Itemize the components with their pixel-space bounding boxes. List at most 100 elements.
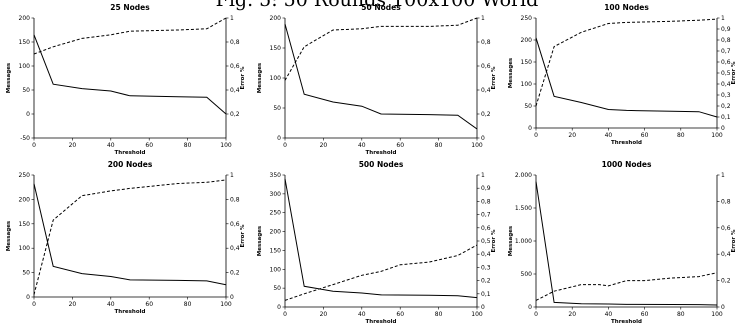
- x-tick-label: 60: [396, 311, 404, 318]
- y2-tick-label: 0,2: [481, 111, 491, 118]
- x-tick-label: 40: [605, 132, 613, 139]
- error-series-line: [33, 179, 227, 295]
- y-tick-label: 150: [19, 39, 31, 46]
- y-tick-label: -50: [20, 135, 30, 142]
- x-tick-label: 40: [358, 311, 366, 318]
- x-tick-label: 0: [283, 311, 287, 318]
- y2-tick-label: 1: [721, 15, 725, 22]
- y2-tick-label: 0,9: [721, 26, 731, 33]
- axis-frame: [33, 18, 227, 139]
- x-tick-label: 60: [396, 142, 404, 149]
- y2-tick-label: 0,3: [481, 264, 491, 271]
- messages-series-line: [33, 183, 227, 286]
- error-series-line: [535, 18, 718, 107]
- x-tick-label: 100: [711, 311, 723, 318]
- y2-axis-label: Error %: [240, 224, 246, 248]
- y-tick-label: 2.000: [515, 172, 532, 179]
- y2-tick-label: 0: [230, 294, 234, 301]
- y-axis-label: Messages: [508, 57, 514, 88]
- x-tick-label: 20: [320, 311, 328, 318]
- y-tick-label: 200: [19, 196, 31, 203]
- x-tick-label: 100: [220, 142, 232, 149]
- y2-tick-label: 0,6: [481, 225, 491, 232]
- messages-series-line: [535, 181, 718, 306]
- y2-tick-label: 0,8: [481, 198, 491, 205]
- x-axis-label: Threshold: [366, 150, 397, 156]
- y-tick-label: 50: [22, 270, 30, 277]
- y2-tick-label: 1: [721, 172, 725, 179]
- x-tick-label: 100: [711, 132, 723, 139]
- y-tick-label: 150: [270, 247, 282, 254]
- x-tick-label: 40: [605, 311, 613, 318]
- y-tick-label: 0: [277, 135, 281, 142]
- y-tick-label: 1.500: [515, 205, 532, 212]
- y-tick-label: 0: [528, 304, 532, 311]
- y2-tick-label: 0,4: [721, 81, 731, 88]
- y-tick-label: 50: [273, 105, 281, 112]
- y2-tick-label: 0,1: [481, 291, 491, 298]
- y2-tick-label: 0: [481, 135, 485, 142]
- y2-tick-label: 0,2: [230, 270, 240, 277]
- x-tick-label: 40: [107, 301, 115, 308]
- y-tick-label: 200: [521, 37, 533, 44]
- y-axis-label: Messages: [6, 62, 12, 93]
- axis-frame: [284, 175, 478, 308]
- y2-tick-label: 1: [230, 172, 234, 179]
- y2-tick-label: 0,7: [721, 48, 731, 55]
- x-axis-label: Threshold: [366, 319, 397, 325]
- x-axis-label: Threshold: [115, 309, 146, 315]
- y-axis-label: Messages: [257, 225, 263, 256]
- y-tick-label: 100: [270, 75, 282, 82]
- x-axis-label: Threshold: [611, 319, 642, 325]
- y2-tick-label: 1: [481, 15, 485, 22]
- x-tick-label: 100: [471, 311, 483, 318]
- x-tick-label: 0: [32, 142, 36, 149]
- y2-axis-label: Error %: [240, 66, 246, 90]
- y2-tick-label: 0,8: [481, 39, 491, 46]
- y2-tick-label: 0,6: [721, 59, 731, 66]
- axis-frame: [284, 18, 478, 139]
- error-series-line: [284, 244, 478, 301]
- figure-title: Fig. 5: 50 Rounds 100x100 World: [216, 0, 539, 11]
- y-tick-label: 250: [19, 172, 31, 179]
- x-tick-label: 60: [641, 132, 649, 139]
- y2-tick-label: 0,4: [230, 245, 240, 252]
- y2-tick-label: 1: [230, 15, 234, 22]
- x-tick-label: 80: [677, 132, 685, 139]
- x-tick-label: 20: [69, 301, 77, 308]
- y-tick-label: 250: [521, 15, 533, 22]
- panel-title: 50 Nodes: [361, 3, 401, 12]
- y2-tick-label: 0,2: [230, 111, 240, 118]
- y2-tick-label: 0,2: [481, 278, 491, 285]
- y-tick-label: 350: [270, 172, 282, 179]
- y-tick-label: 100: [270, 266, 282, 273]
- x-axis-label: Threshold: [115, 150, 146, 156]
- x-tick-label: 80: [435, 311, 443, 318]
- y2-tick-label: 1: [481, 172, 485, 179]
- y-tick-label: 0: [277, 304, 281, 311]
- y2-tick-label: 0,6: [230, 63, 240, 70]
- y-tick-label: 300: [270, 191, 282, 198]
- y2-axis-label: Error %: [731, 229, 737, 253]
- panel-title: 500 Nodes: [359, 160, 404, 169]
- x-tick-label: 0: [283, 142, 287, 149]
- panel-title: 100 Nodes: [604, 3, 649, 12]
- y2-axis-label: Error %: [731, 61, 737, 85]
- panel-title: 200 Nodes: [108, 160, 153, 169]
- x-tick-label: 0: [32, 301, 36, 308]
- x-tick-label: 20: [568, 132, 576, 139]
- x-tick-label: 100: [471, 142, 483, 149]
- error-series-line: [33, 17, 227, 55]
- x-tick-label: 60: [145, 301, 153, 308]
- x-tick-label: 40: [358, 142, 366, 149]
- y-tick-label: 200: [19, 15, 31, 22]
- y-tick-label: 200: [270, 15, 282, 22]
- y-tick-label: 250: [270, 210, 282, 217]
